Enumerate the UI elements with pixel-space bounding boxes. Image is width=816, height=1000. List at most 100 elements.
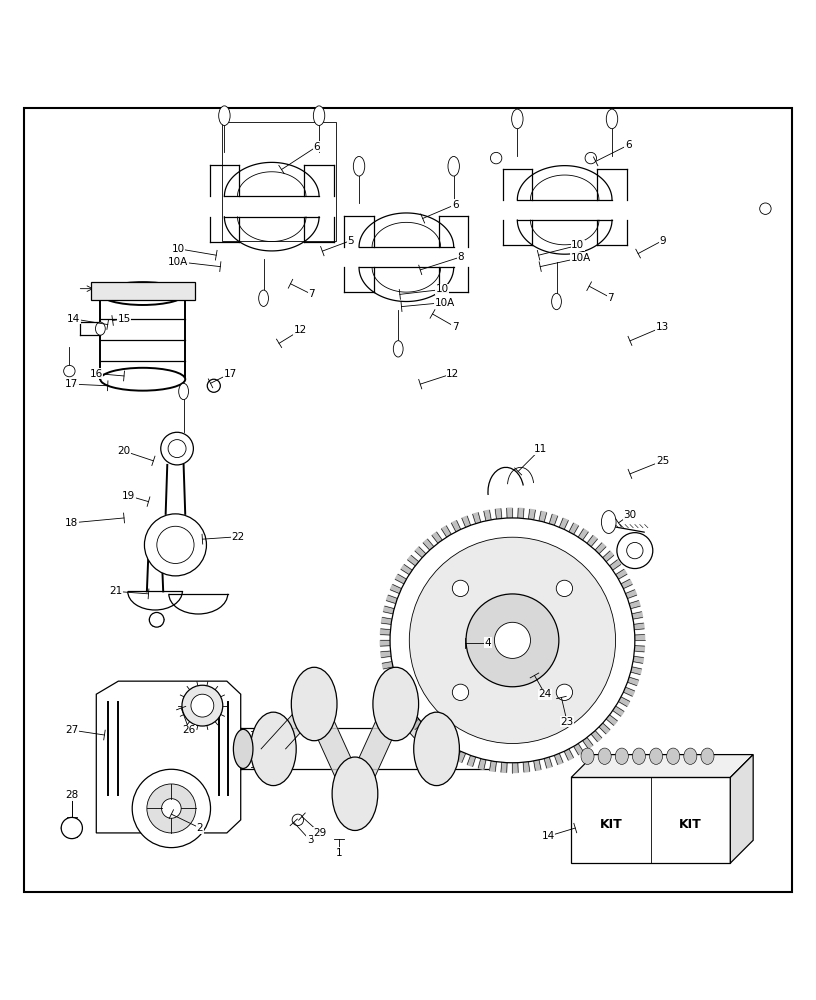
Ellipse shape: [332, 757, 378, 830]
Polygon shape: [446, 746, 456, 758]
Polygon shape: [419, 727, 430, 738]
Circle shape: [161, 432, 193, 465]
Polygon shape: [395, 574, 406, 584]
Text: 19: 19: [122, 491, 135, 501]
Polygon shape: [629, 601, 640, 609]
Polygon shape: [407, 555, 419, 566]
Text: 7: 7: [452, 322, 459, 332]
Circle shape: [149, 612, 164, 627]
Polygon shape: [621, 579, 632, 589]
Polygon shape: [398, 702, 409, 711]
Circle shape: [490, 152, 502, 164]
Ellipse shape: [615, 748, 628, 764]
Ellipse shape: [684, 748, 697, 764]
Circle shape: [162, 799, 181, 818]
Text: 10: 10: [171, 244, 184, 254]
Polygon shape: [606, 715, 618, 725]
Text: 6: 6: [452, 200, 459, 210]
Polygon shape: [554, 753, 563, 765]
Ellipse shape: [291, 667, 337, 741]
Circle shape: [64, 365, 75, 377]
Polygon shape: [381, 651, 391, 658]
Text: 5: 5: [348, 236, 354, 246]
Polygon shape: [559, 518, 568, 529]
Polygon shape: [428, 734, 438, 745]
Text: 6: 6: [625, 140, 632, 150]
Text: 1: 1: [335, 848, 342, 858]
Text: 9: 9: [659, 236, 666, 246]
Circle shape: [191, 694, 214, 717]
Polygon shape: [501, 762, 507, 772]
Polygon shape: [634, 646, 645, 652]
Polygon shape: [564, 749, 574, 760]
Ellipse shape: [179, 383, 188, 400]
Polygon shape: [462, 516, 471, 527]
Circle shape: [494, 622, 530, 658]
Polygon shape: [523, 762, 530, 772]
Text: 18: 18: [65, 518, 78, 528]
Ellipse shape: [259, 290, 268, 306]
Polygon shape: [634, 623, 644, 630]
Text: 21: 21: [109, 586, 122, 596]
Bar: [91, 282, 195, 300]
Text: 17: 17: [65, 379, 78, 389]
Circle shape: [760, 203, 771, 214]
Polygon shape: [539, 511, 547, 522]
Text: 26: 26: [183, 725, 196, 735]
Text: 12: 12: [446, 369, 459, 379]
Circle shape: [207, 379, 220, 392]
Circle shape: [292, 814, 304, 826]
Ellipse shape: [667, 748, 680, 764]
Text: 14: 14: [67, 314, 80, 324]
Circle shape: [627, 542, 643, 559]
Text: 10A: 10A: [435, 298, 455, 308]
Polygon shape: [490, 761, 496, 771]
Ellipse shape: [251, 712, 296, 786]
Polygon shape: [633, 656, 644, 663]
Ellipse shape: [650, 748, 663, 764]
Polygon shape: [432, 532, 442, 543]
Circle shape: [182, 685, 223, 726]
Polygon shape: [415, 547, 426, 558]
Polygon shape: [574, 744, 583, 755]
Polygon shape: [628, 677, 639, 686]
Polygon shape: [571, 755, 753, 777]
Polygon shape: [384, 606, 394, 614]
Ellipse shape: [414, 712, 459, 786]
Text: 25: 25: [656, 456, 669, 466]
Polygon shape: [587, 535, 597, 547]
Text: 7: 7: [607, 293, 614, 303]
Polygon shape: [472, 513, 481, 524]
Text: 12: 12: [294, 325, 307, 335]
Circle shape: [390, 518, 635, 763]
Polygon shape: [457, 751, 466, 762]
Text: 10: 10: [571, 240, 584, 250]
Text: 13: 13: [656, 322, 669, 332]
Text: 28: 28: [65, 790, 78, 800]
Text: 10A: 10A: [571, 253, 591, 263]
Circle shape: [410, 537, 615, 743]
Circle shape: [557, 580, 573, 597]
Ellipse shape: [95, 322, 105, 335]
Polygon shape: [437, 741, 446, 752]
Polygon shape: [468, 755, 476, 766]
Polygon shape: [478, 759, 486, 769]
Ellipse shape: [552, 293, 561, 310]
Polygon shape: [380, 629, 391, 635]
Text: KIT: KIT: [600, 818, 623, 831]
Polygon shape: [261, 704, 326, 749]
Text: 2: 2: [197, 823, 203, 833]
Text: 7: 7: [308, 289, 315, 299]
Polygon shape: [518, 508, 524, 518]
Polygon shape: [619, 697, 630, 706]
Polygon shape: [392, 692, 404, 701]
Text: 29: 29: [313, 828, 326, 838]
Polygon shape: [343, 704, 408, 794]
Polygon shape: [96, 681, 241, 833]
Ellipse shape: [100, 282, 185, 305]
Polygon shape: [401, 565, 412, 575]
Polygon shape: [549, 514, 557, 525]
Text: 10A: 10A: [168, 257, 188, 267]
Polygon shape: [610, 560, 621, 570]
Text: 16: 16: [90, 369, 103, 379]
